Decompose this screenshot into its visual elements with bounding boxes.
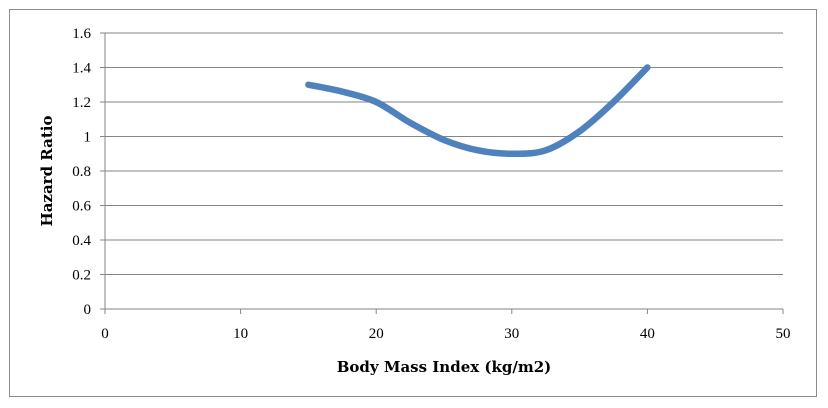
y-axis-title: Hazard Ratio [38, 116, 56, 227]
x-tick-label: 30 [504, 326, 519, 342]
y-tick-label: 1.2 [72, 95, 91, 111]
y-tick-label: 0.6 [72, 199, 91, 215]
x-tick-label: 20 [369, 326, 384, 342]
x-tick-labels: 0 10 20 30 40 50 [101, 326, 790, 342]
y-tick-labels: 0 0.2 0.4 0.6 0.8 1 1.2 1.4 1.6 [72, 26, 91, 318]
y-tick-label: 0 [84, 302, 92, 318]
axes [100, 32, 784, 314]
y-tick-label: 0.8 [72, 164, 91, 180]
x-tick-label: 40 [640, 326, 655, 342]
chart-frame [9, 9, 817, 397]
series-line [305, 64, 651, 158]
x-axis-title: Body Mass Index (kg/m2) [337, 358, 552, 376]
series-group [305, 64, 651, 158]
gridlines [105, 32, 783, 275]
y-tick-label: 1.4 [72, 61, 91, 77]
x-tick-label: 0 [101, 326, 109, 342]
y-tick-label: 1.6 [72, 26, 91, 42]
y-tick-label: 1 [84, 130, 92, 146]
y-tick-label: 0.4 [72, 233, 91, 249]
x-tick-label: 10 [233, 326, 248, 342]
y-tick-label: 0.2 [72, 268, 91, 284]
x-tick-label: 50 [776, 326, 791, 342]
